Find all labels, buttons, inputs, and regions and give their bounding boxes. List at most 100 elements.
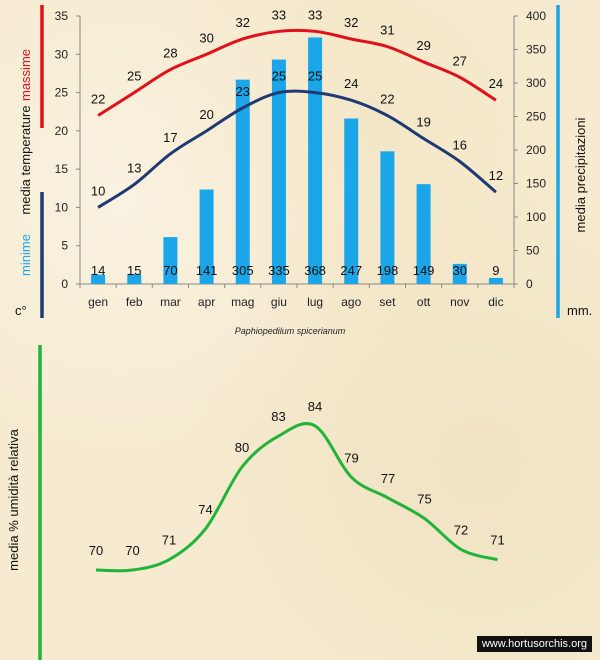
max-temp-label: 33 — [272, 7, 286, 22]
precip-bar-gen — [91, 274, 106, 284]
left-tick-label: 15 — [55, 162, 69, 176]
humidity-axis-title: media % umidità relativa — [6, 428, 21, 570]
precip-bar-feb — [127, 273, 142, 284]
x-tick-label-gen: gen — [88, 295, 108, 309]
precip-bar-giu — [271, 59, 286, 284]
right-tick-label: 150 — [526, 177, 546, 191]
humidity-label: 83 — [271, 409, 285, 424]
left-tick-label: 20 — [55, 124, 69, 138]
precip-label: 14 — [91, 263, 105, 278]
min-temp-label: 20 — [199, 107, 213, 122]
precip-bar-mar — [163, 237, 178, 284]
max-temp-label: 24 — [489, 76, 503, 91]
temperature-lines — [97, 28, 497, 209]
precip-bar-ago — [344, 118, 359, 284]
min-temp-label: 25 — [272, 69, 286, 84]
min-temp-label: 12 — [489, 168, 503, 183]
min-temp-label: 13 — [127, 160, 141, 175]
x-tick-label-apr: apr — [198, 295, 215, 309]
x-tick-label-dic: dic — [488, 295, 503, 309]
species-name: Paphiopedilum spicerianum — [235, 326, 346, 336]
max-temp-label: 28 — [163, 46, 177, 61]
precip-bar-mag — [235, 79, 250, 285]
min-temp-label: 19 — [416, 115, 430, 130]
precipitation-bars — [91, 37, 503, 285]
left-tick-label: 25 — [55, 86, 69, 100]
min-temp-label: 10 — [91, 183, 105, 198]
max-temp-label: 33 — [308, 7, 322, 22]
data-labels: 22 25 28 30 32 33 33 32 31 29 27 24 10 13 17 20 23 25 25 24… — [91, 7, 503, 278]
humidity-label: 84 — [308, 399, 322, 414]
x-tick-label-feb: feb — [126, 295, 143, 309]
precip-label: 305 — [232, 263, 254, 278]
precip-label: 247 — [340, 263, 362, 278]
x-tick-label-mag: mag — [231, 295, 254, 309]
precip-label: 15 — [127, 263, 141, 278]
max-temp-label: 25 — [127, 69, 141, 84]
humidity-label: 75 — [417, 492, 431, 507]
min-temp-label: 24 — [344, 76, 358, 91]
right-axis-unit: mm. — [567, 303, 592, 318]
max-temp-label: 30 — [199, 30, 213, 45]
precip-bar-apr — [199, 189, 214, 284]
left-tick-label: 5 — [61, 239, 68, 253]
precip-label: 335 — [268, 263, 290, 278]
left-axis-title-max: massime — [18, 49, 33, 101]
left-axis-title-mean: media temperature — [18, 105, 33, 214]
right-tick-label: 350 — [526, 43, 546, 57]
max-temp-line — [97, 28, 497, 117]
precip-bar-dic — [488, 277, 503, 284]
precip-label: 198 — [377, 263, 399, 278]
humidity-label: 70 — [125, 543, 139, 558]
humidity-line — [95, 422, 498, 573]
right-tick-label: 200 — [526, 143, 546, 157]
precip-label: 9 — [492, 263, 499, 278]
min-temp-label: 22 — [380, 92, 394, 107]
humidity-label: 79 — [344, 450, 358, 465]
right-tick-label: 400 — [526, 9, 546, 23]
humidity-label: 71 — [490, 533, 504, 548]
humidity-label: 72 — [454, 522, 468, 537]
right-tick-label: 50 — [526, 244, 540, 258]
max-temp-label: 32 — [344, 15, 358, 30]
min-temp-label: 16 — [453, 137, 467, 152]
precip-label: 149 — [413, 263, 435, 278]
left-tick-label: 0 — [61, 277, 68, 291]
x-tick-label-lug: lug — [307, 295, 323, 309]
x-tick-label-ott: ott — [417, 295, 431, 309]
right-tick-label: 250 — [526, 110, 546, 124]
precip-label: 30 — [453, 263, 467, 278]
min-temp-line — [97, 89, 497, 209]
humidity-label: 77 — [381, 471, 395, 486]
right-tick-label: 0 — [526, 277, 533, 291]
left-axis-unit: c° — [15, 303, 27, 318]
max-temp-label: 29 — [416, 38, 430, 53]
precip-label: 141 — [196, 263, 218, 278]
max-temp-label: 32 — [236, 15, 250, 30]
x-tick-label-set: set — [379, 295, 396, 309]
humidity-label: 80 — [235, 440, 249, 455]
max-temp-label: 22 — [91, 92, 105, 107]
left-tick-label: 35 — [55, 9, 69, 23]
humidity-chart: 70 70 71 74 80 83 84 79 77 75 72 71 — [89, 399, 505, 573]
precip-bar-ott — [416, 184, 431, 284]
min-temp-label: 17 — [163, 130, 177, 145]
x-tick-label-mar: mar — [160, 295, 181, 309]
left-tick-label: 10 — [55, 200, 69, 214]
x-tick-label-giu: giu — [271, 295, 287, 309]
precip-bar-nov — [452, 263, 467, 284]
x-tick-label-nov: nov — [450, 295, 469, 309]
right-axis-title: media precipitazioni — [573, 117, 588, 232]
min-temp-label: 23 — [236, 84, 250, 99]
right-tick-label: 100 — [526, 210, 546, 224]
precip-label: 368 — [304, 263, 326, 278]
humidity-label: 70 — [89, 543, 103, 558]
left-axis-title-min: minime — [18, 234, 33, 276]
max-temp-label: 27 — [453, 53, 467, 68]
right-tick-label: 300 — [526, 76, 546, 90]
watermark: www.hortusorchis.org — [476, 636, 592, 652]
precip-bar-set — [380, 151, 395, 284]
max-temp-label: 31 — [380, 23, 394, 38]
